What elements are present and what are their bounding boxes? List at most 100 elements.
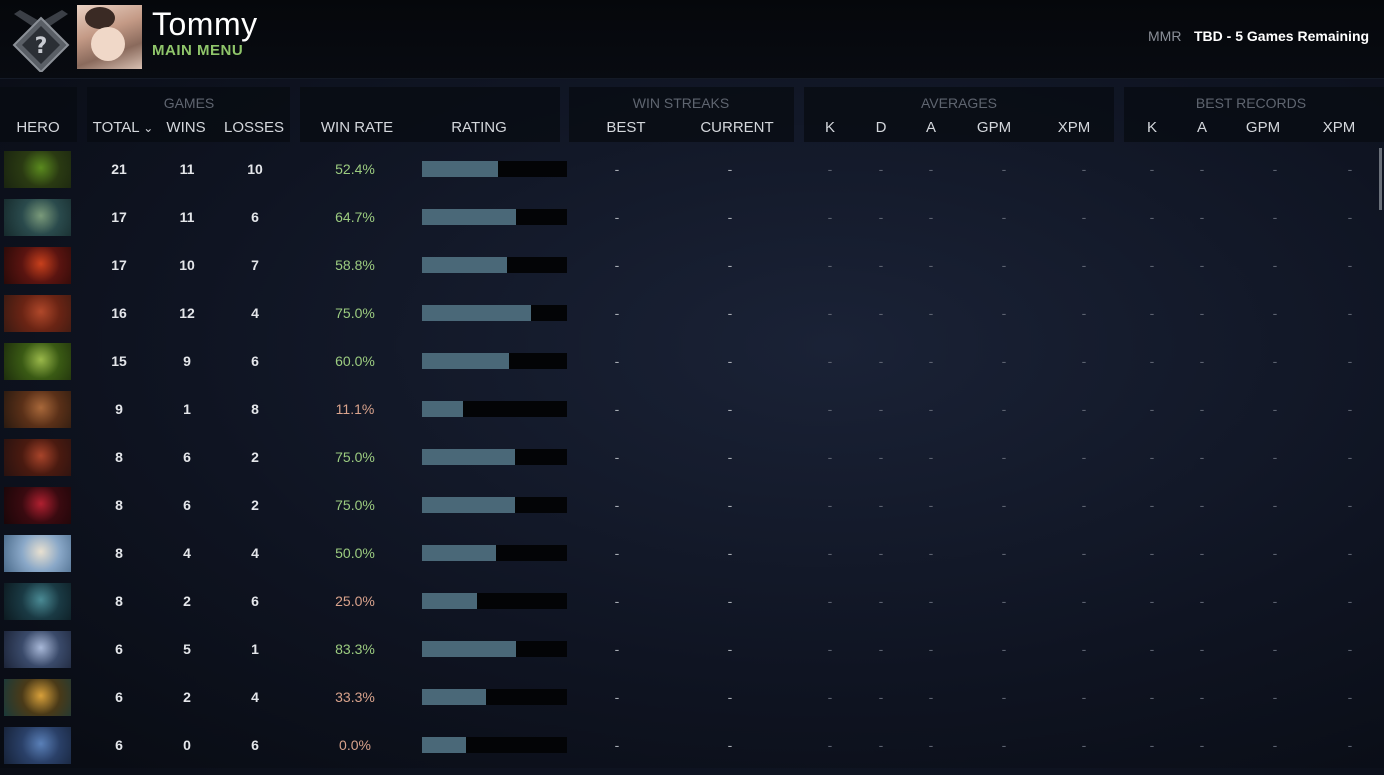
cell-rec-k: - xyxy=(1149,545,1155,561)
cell-avg-gpm: - xyxy=(1001,545,1007,561)
crystal-maiden-portrait-icon[interactable] xyxy=(4,535,71,572)
cell-current: - xyxy=(727,209,733,225)
table-row[interactable]: 16 12 4 - - - - - - - - - - - 75.0% xyxy=(0,295,1384,343)
queen-of-pain-portrait-icon[interactable] xyxy=(4,487,71,524)
cell-rec-xpm: - xyxy=(1347,305,1353,321)
col-rec-gpm[interactable]: GPM xyxy=(1245,119,1281,136)
col-avg-deaths[interactable]: D xyxy=(875,119,887,136)
rank-badge-icon[interactable]: ? xyxy=(10,8,72,72)
cell-rec-gpm: - xyxy=(1272,209,1278,225)
col-rec-kills[interactable]: K xyxy=(1146,119,1157,136)
spirit-breaker-portrait-icon[interactable] xyxy=(4,727,71,764)
cell-rec-a: - xyxy=(1199,689,1205,705)
table-row[interactable]: 6 5 1 - - - - - - - - - - - 83.3% xyxy=(0,631,1384,679)
cell-wins: 0 xyxy=(183,737,191,753)
table-row[interactable]: 17 11 6 - - - - - - - - - - - 64.7% xyxy=(0,199,1384,247)
col-avg-gpm[interactable]: GPM xyxy=(976,119,1012,136)
cell-rec-a: - xyxy=(1199,641,1205,657)
rubick-portrait-icon[interactable] xyxy=(4,151,71,188)
table-row[interactable]: 6 0 6 - - - - - - - - - - - 0.0% xyxy=(0,727,1384,775)
cell-avg-a: - xyxy=(928,497,934,513)
scrollbar-thumb[interactable] xyxy=(1379,148,1382,210)
cell-win-rate: 25.0% xyxy=(335,593,375,609)
cell-current: - xyxy=(727,449,733,465)
col-wins[interactable]: WINS xyxy=(166,119,206,136)
cell-rec-gpm: - xyxy=(1272,305,1278,321)
username[interactable]: Tommy xyxy=(152,6,258,42)
table-row[interactable]: 8 6 2 - - - - - - - - - - - 75.0% xyxy=(0,439,1384,487)
col-rec-assists[interactable]: A xyxy=(1196,119,1207,136)
cell-rec-xpm: - xyxy=(1347,161,1353,177)
cell-losses: 6 xyxy=(251,593,259,609)
col-avg-assists[interactable]: A xyxy=(925,119,936,136)
bloodseeker-portrait-icon[interactable] xyxy=(4,439,71,476)
cell-wins: 12 xyxy=(179,305,195,321)
rating-bar-fill xyxy=(422,353,509,369)
table-row[interactable]: 15 9 6 - - - - - - - - - - - 60.0% xyxy=(0,343,1384,391)
cell-losses: 6 xyxy=(251,737,259,753)
clinkz-portrait-icon[interactable] xyxy=(4,679,71,716)
table-row[interactable]: 8 2 6 - - - - - - - - - - - 25.0% xyxy=(0,583,1384,631)
cell-avg-k: - xyxy=(827,401,833,417)
cell-losses: 4 xyxy=(251,689,259,705)
table-row[interactable]: 21 11 10 - - - - - - - - - - - 52.4% xyxy=(0,151,1384,199)
phantom-assassin-portrait-icon[interactable] xyxy=(4,583,71,620)
cell-wins: 6 xyxy=(183,497,191,513)
main-menu-link[interactable]: MAIN MENU xyxy=(152,42,244,59)
cell-avg-gpm: - xyxy=(1001,401,1007,417)
cell-avg-d: - xyxy=(878,209,884,225)
bristleback-portrait-icon[interactable] xyxy=(4,391,71,428)
cell-best: - xyxy=(614,305,620,321)
col-rating[interactable]: RATING xyxy=(451,119,507,136)
mmr-label: MMR xyxy=(1148,28,1182,44)
col-avg-kills[interactable]: K xyxy=(824,119,835,136)
col-hero[interactable]: HERO xyxy=(16,119,60,136)
table-row[interactable]: 8 4 4 - - - - - - - - - - - 50.0% xyxy=(0,535,1384,583)
cell-rec-k: - xyxy=(1149,353,1155,369)
group-win-streaks: WIN STREAKS xyxy=(632,95,730,111)
sort-chevron-down-icon: ⌄ xyxy=(143,121,154,135)
cell-avg-gpm: - xyxy=(1001,161,1007,177)
group-best-records: BEST RECORDS xyxy=(1195,95,1307,111)
col-rec-xpm[interactable]: XPM xyxy=(1322,119,1356,136)
cell-avg-k: - xyxy=(827,689,833,705)
rating-bar xyxy=(422,593,567,609)
mmr-value: TBD - 5 Games Remaining xyxy=(1194,28,1370,44)
shadow-fiend-portrait-icon[interactable] xyxy=(4,247,71,284)
col-avg-xpm[interactable]: XPM xyxy=(1057,119,1091,136)
cell-best: - xyxy=(614,401,620,417)
cell-rec-k: - xyxy=(1149,593,1155,609)
cell-avg-gpm: - xyxy=(1001,449,1007,465)
header-averages-box xyxy=(804,87,1114,142)
axe-portrait-icon[interactable] xyxy=(4,295,71,332)
table-row[interactable]: 6 2 4 - - - - - - - - - - - 33.3% xyxy=(0,679,1384,727)
cell-avg-xpm: - xyxy=(1081,353,1087,369)
col-total[interactable]: TOTAL ⌄ xyxy=(88,119,158,136)
col-losses[interactable]: LOSSES xyxy=(223,119,285,136)
drow-ranger-portrait-icon[interactable] xyxy=(4,631,71,668)
rating-bar-fill xyxy=(422,161,498,177)
cell-avg-xpm: - xyxy=(1081,737,1087,753)
cell-rec-gpm: - xyxy=(1272,161,1278,177)
rating-bar xyxy=(422,545,567,561)
rating-bar xyxy=(422,689,567,705)
col-win-rate[interactable]: WIN RATE xyxy=(320,119,394,136)
header-rates-box xyxy=(300,87,560,142)
cell-avg-a: - xyxy=(928,689,934,705)
cell-avg-d: - xyxy=(878,305,884,321)
cell-rec-k: - xyxy=(1149,641,1155,657)
rating-bar xyxy=(422,449,567,465)
cell-rec-gpm: - xyxy=(1272,497,1278,513)
venomancer-portrait-icon[interactable] xyxy=(4,343,71,380)
cell-losses: 1 xyxy=(251,641,259,657)
table-row[interactable]: 17 10 7 - - - - - - - - - - - 58.8% xyxy=(0,247,1384,295)
cell-rec-gpm: - xyxy=(1272,689,1278,705)
col-best-streak[interactable]: BEST xyxy=(606,119,646,136)
cell-rec-a: - xyxy=(1199,497,1205,513)
table-row[interactable]: 9 1 8 - - - - - - - - - - - 11.1% xyxy=(0,391,1384,439)
skywrath-mage-portrait-icon[interactable] xyxy=(4,199,71,236)
table-row[interactable]: 8 6 2 - - - - - - - - - - - 75.0% xyxy=(0,487,1384,535)
rating-bar xyxy=(422,161,567,177)
col-current-streak[interactable]: CURRENT xyxy=(700,119,774,136)
avatar[interactable] xyxy=(77,5,142,69)
